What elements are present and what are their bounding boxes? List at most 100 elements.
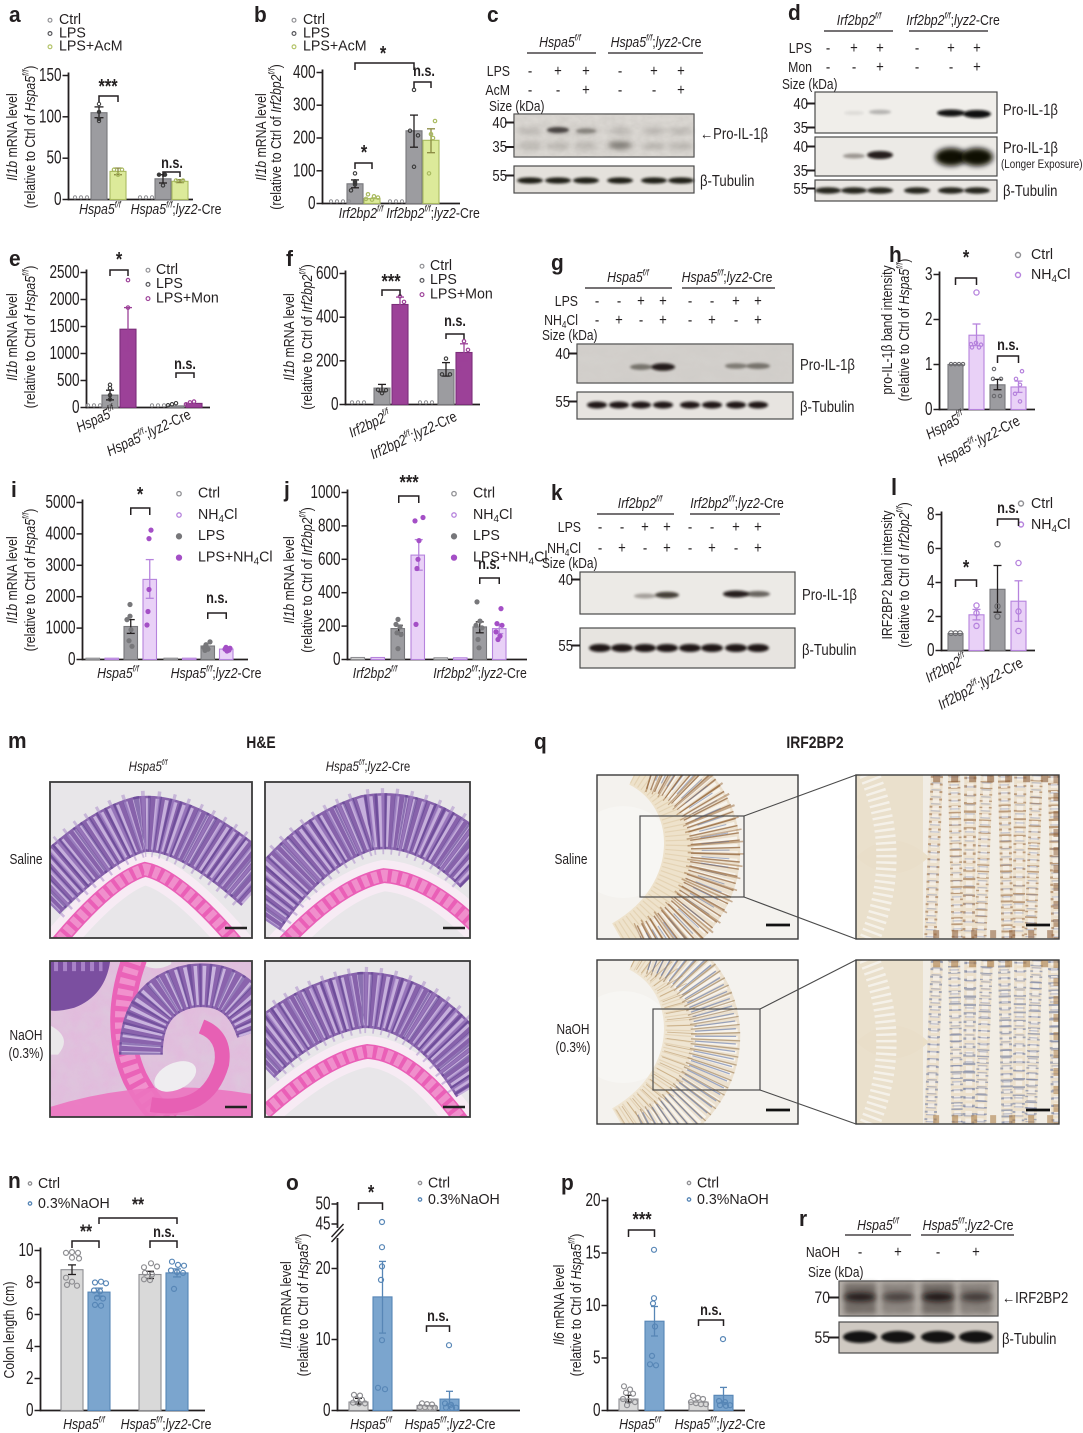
svg-text:n.s.: n.s.	[997, 337, 1019, 354]
svg-text:Size (kDa): Size (kDa)	[489, 98, 544, 114]
svg-text:55: 55	[555, 394, 570, 411]
svg-text:40: 40	[558, 572, 573, 589]
svg-text:LPS: LPS	[198, 528, 225, 544]
svg-text:β-Tubulin: β-Tubulin	[802, 642, 856, 659]
svg-text:Hspa5f/f: Hspa5f/f	[857, 1216, 899, 1233]
svg-text:+: +	[615, 312, 623, 329]
svg-text:*: *	[116, 247, 123, 270]
svg-text:LPS: LPS	[303, 25, 330, 41]
svg-text:Irf2bp2f/f;lyz2-Cre: Irf2bp2f/f;lyz2-Cre	[906, 11, 1000, 28]
svg-text:1: 1	[925, 354, 933, 375]
svg-text:+: +	[659, 312, 667, 329]
svg-text:1000: 1000	[310, 482, 340, 503]
svg-text:Colon length (cm): Colon length (cm)	[1, 1282, 17, 1379]
svg-text:β-Tubulin: β-Tubulin	[1002, 1331, 1056, 1348]
svg-text:LPS+Mon: LPS+Mon	[430, 286, 493, 302]
svg-text:-: -	[826, 40, 830, 57]
svg-text:Hspa5f/f;lyz2-Cre: Hspa5f/f;lyz2-Cre	[171, 664, 262, 681]
svg-text:Ctrl: Ctrl	[156, 262, 178, 278]
svg-text:Pro-IL-1β: Pro-IL-1β	[1003, 140, 1058, 157]
svg-text:-: -	[688, 540, 692, 557]
svg-text:IRF2BP2: IRF2BP2	[786, 734, 844, 753]
svg-text:-: -	[528, 82, 532, 99]
svg-text:p: p	[561, 1171, 574, 1196]
svg-text:+: +	[754, 312, 762, 329]
svg-text:100: 100	[293, 160, 316, 181]
svg-text:+: +	[677, 63, 685, 80]
svg-text:0: 0	[26, 1400, 34, 1421]
svg-text:(Longer Exposure): (Longer Exposure)	[1001, 158, 1082, 171]
svg-text:*: *	[137, 482, 144, 505]
svg-text:Hspa5f/f;lyz2-Cre: Hspa5f/f;lyz2-Cre	[675, 1415, 766, 1432]
svg-text:-: -	[617, 293, 621, 310]
svg-text:600: 600	[318, 549, 341, 570]
svg-text:600: 600	[316, 263, 339, 284]
svg-text:+: +	[708, 540, 716, 557]
svg-text:g: g	[551, 251, 564, 276]
svg-text:40: 40	[793, 139, 808, 156]
svg-text:Hspa5f/f: Hspa5f/f	[607, 268, 649, 285]
svg-text:Irf2bp2f/f;lyz2-Cre: Irf2bp2f/f;lyz2-Cre	[690, 494, 784, 511]
svg-text:LPS: LPS	[430, 272, 457, 288]
svg-text:LPS+Mon: LPS+Mon	[156, 290, 219, 306]
svg-text:n.s.: n.s.	[174, 356, 196, 373]
svg-text:**: **	[132, 1194, 144, 1216]
svg-text:3: 3	[925, 264, 933, 285]
svg-text:5: 5	[593, 1348, 601, 1369]
svg-text:β-Tubulin: β-Tubulin	[1003, 183, 1057, 200]
svg-text:c: c	[487, 3, 499, 28]
svg-text:Size (kDa): Size (kDa)	[542, 327, 597, 343]
svg-text:o: o	[286, 1171, 299, 1196]
svg-text:Size (kDa): Size (kDa)	[542, 555, 597, 571]
svg-text:Saline: Saline	[9, 851, 42, 867]
svg-text:(relative to Ctrl of Irf2bp2f/: (relative to Ctrl of Irf2bp2f/f)	[298, 507, 315, 652]
svg-text:5000: 5000	[45, 492, 75, 513]
svg-text:f: f	[286, 247, 294, 272]
svg-text:Ctrl: Ctrl	[59, 12, 81, 28]
svg-text:(relative to Ctrl of Hspa5f/f): (relative to Ctrl of Hspa5f/f)	[895, 259, 912, 402]
svg-text:+: +	[732, 293, 740, 310]
svg-text:+: +	[850, 40, 858, 57]
svg-text:LPS+NH4Cl: LPS+NH4Cl	[473, 549, 548, 567]
svg-text:0: 0	[593, 1400, 601, 1421]
svg-text:+: +	[582, 82, 590, 99]
svg-text:0: 0	[68, 649, 76, 670]
svg-text:n.s.: n.s.	[153, 1224, 175, 1241]
svg-text:-: -	[598, 540, 602, 557]
svg-text:35: 35	[793, 163, 808, 180]
svg-text:-: -	[710, 519, 714, 536]
svg-text:20: 20	[315, 1258, 330, 1279]
svg-text:0: 0	[331, 394, 339, 415]
svg-text:Il1b mRNA level: Il1b mRNA level	[278, 1261, 294, 1348]
svg-text:300: 300	[293, 95, 316, 116]
svg-text:LPS+AcM: LPS+AcM	[303, 38, 367, 54]
svg-text:+: +	[973, 59, 981, 76]
svg-text:+: +	[677, 82, 685, 99]
svg-text:Hspa5f/f: Hspa5f/f	[619, 1415, 661, 1432]
svg-text:10: 10	[315, 1329, 330, 1350]
svg-text:***: ***	[399, 470, 419, 493]
svg-text:Ctrl: Ctrl	[303, 12, 325, 28]
svg-text:Hspa5f/f;lyz2-Cre: Hspa5f/f;lyz2-Cre	[682, 268, 773, 285]
svg-text:Hspa5f/f;lyz2-Cre: Hspa5f/f;lyz2-Cre	[121, 1415, 212, 1432]
svg-text:6: 6	[26, 1304, 34, 1325]
svg-text:Ctrl: Ctrl	[1031, 247, 1053, 263]
svg-text:Hspa5f/f;lyz2-Cre: Hspa5f/f;lyz2-Cre	[131, 200, 222, 217]
svg-text:**: **	[80, 1221, 92, 1243]
svg-text:Mon: Mon	[788, 59, 812, 75]
svg-text:-: -	[652, 82, 656, 99]
svg-text:0.3%NaOH: 0.3%NaOH	[38, 1196, 110, 1212]
svg-text:0: 0	[323, 1400, 331, 1421]
svg-text:NaOH: NaOH	[9, 1027, 42, 1043]
svg-text:NH4Cl: NH4Cl	[1031, 267, 1070, 285]
svg-text:Il1b mRNA level: Il1b mRNA level	[281, 536, 297, 623]
svg-text:-: -	[620, 519, 624, 536]
svg-text:*: *	[368, 1180, 375, 1203]
svg-text:Hspa5f/f;lyz2-Cre: Hspa5f/f;lyz2-Cre	[326, 757, 411, 774]
svg-text:(relative to Ctrl of Hspa5f/f): (relative to Ctrl of Hspa5f/f)	[567, 1234, 584, 1377]
svg-text:6: 6	[927, 538, 935, 559]
svg-text:-: -	[936, 1244, 940, 1261]
svg-text:+: +	[641, 519, 649, 536]
svg-text:+: +	[618, 540, 626, 557]
svg-text:NaOH: NaOH	[806, 1244, 840, 1260]
